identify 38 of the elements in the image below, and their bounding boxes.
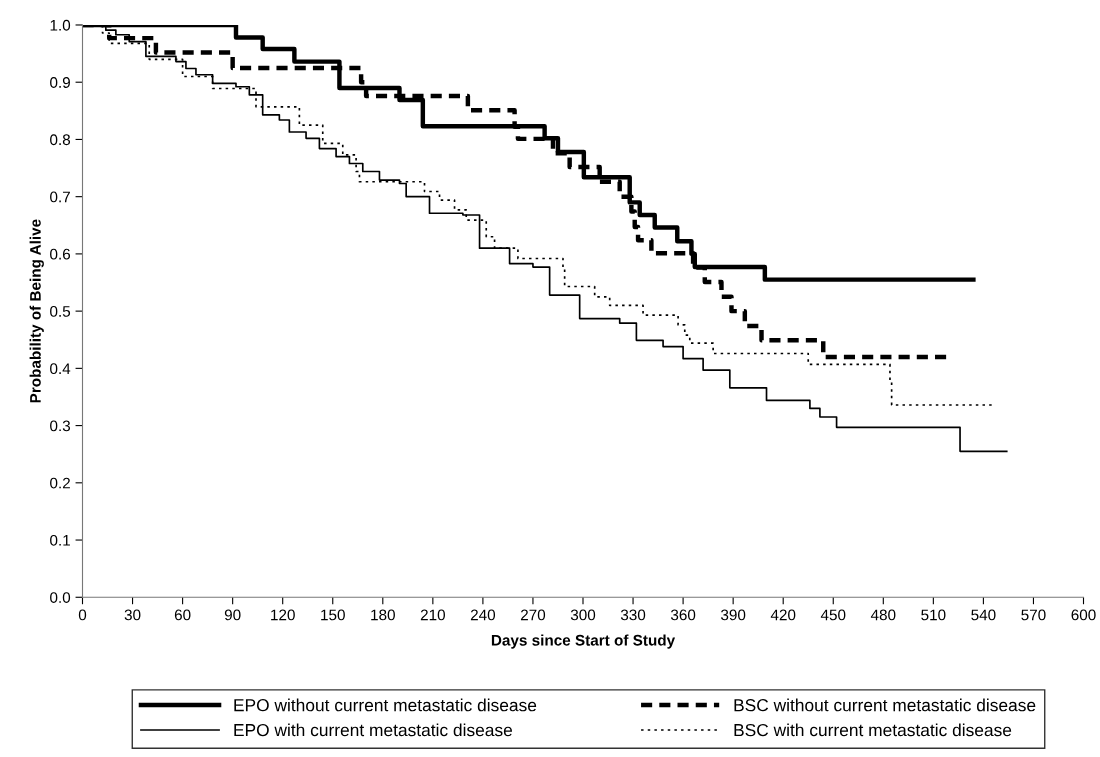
x-tick-label: 210 xyxy=(420,609,445,621)
x-tick-label: 330 xyxy=(620,609,646,621)
y-tick-label: 0.4 xyxy=(50,363,71,375)
x-tick-label: 450 xyxy=(820,609,846,621)
y-tick-label: 0.3 xyxy=(50,420,71,432)
x-tick-label: 600 xyxy=(1071,609,1096,621)
x-tick-label: 60 xyxy=(174,609,191,621)
y-axis-title: Probability of Being Alive xyxy=(29,219,44,403)
y-tick-label: 0.9 xyxy=(50,77,70,88)
y-tick-label: 0.2 xyxy=(50,477,70,489)
y-tick-label: 1.0 xyxy=(50,19,71,31)
x-tick-label: 390 xyxy=(720,609,746,621)
y-tick-label: 0.7 xyxy=(50,191,70,203)
y-tick-label: 0.1 xyxy=(50,534,70,546)
legend-label: BSC without current metastatic disease xyxy=(734,698,1036,712)
x-tick-label: 510 xyxy=(921,609,946,621)
x-tick-label: 300 xyxy=(570,609,596,621)
x-tick-label: 30 xyxy=(124,609,141,621)
legend-label: BSC with current metastatic disease xyxy=(734,723,1012,737)
x-tick-label: 570 xyxy=(1021,609,1046,621)
y-tick-label: 0.5 xyxy=(50,305,71,317)
legend-label: EPO with current metastatic disease xyxy=(234,723,513,737)
y-tick-label: 0.6 xyxy=(50,248,71,260)
y-tick-label: 0.8 xyxy=(50,134,71,146)
x-tick-label: 480 xyxy=(870,609,896,621)
x-tick-label: 540 xyxy=(971,609,996,621)
x-axis-title: Days since Start of Study xyxy=(491,634,676,649)
x-tick-label: 120 xyxy=(271,609,295,621)
x-tick-label: 180 xyxy=(371,609,395,621)
y-tick-label: 0.0 xyxy=(50,592,71,603)
x-tick-label: 0 xyxy=(78,609,87,621)
x-tick-label: 240 xyxy=(470,609,496,621)
x-tick-label: 150 xyxy=(321,609,345,621)
x-tick-label: 360 xyxy=(670,609,696,621)
x-tick-label: 420 xyxy=(770,609,796,621)
x-tick-label: 270 xyxy=(520,609,546,621)
x-tick-label: 90 xyxy=(224,609,241,621)
legend-label: EPO without current metastatic disease xyxy=(234,698,537,712)
